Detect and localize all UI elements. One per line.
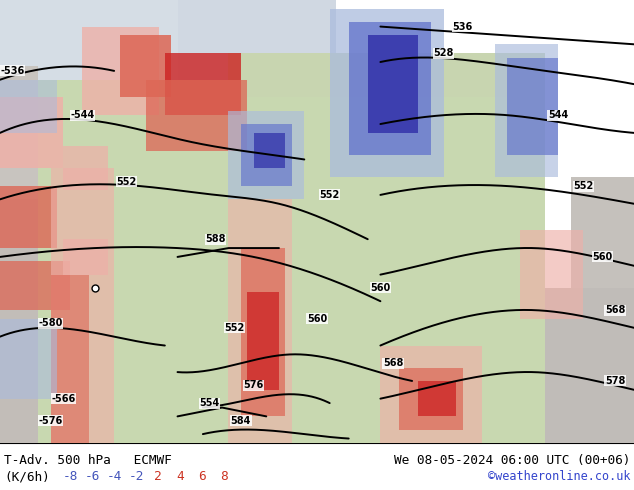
Text: 568: 568 [605,305,625,315]
Text: -6: -6 [84,470,100,483]
Bar [63,239,108,274]
Text: -576: -576 [39,416,63,426]
Bar [0,80,57,133]
Bar [0,199,38,443]
Text: We 08-05-2024 06:00 UTC (00+06): We 08-05-2024 06:00 UTC (00+06) [394,455,630,467]
Bar [254,133,285,169]
Bar [0,0,51,443]
Bar [38,80,228,199]
Text: 578: 578 [605,376,625,386]
Text: T-Adv. 500 hPa   ECMWF: T-Adv. 500 hPa ECMWF [4,455,172,467]
Bar [228,199,292,443]
Text: 576: 576 [243,380,264,391]
Bar [0,186,57,248]
Text: -8: -8 [62,470,77,483]
Text: -544: -544 [70,110,94,120]
Text: 8: 8 [220,470,228,483]
Bar [368,35,418,133]
Bar [146,80,247,150]
Text: 6: 6 [198,470,206,483]
Bar [545,288,634,443]
Text: -566: -566 [51,393,75,404]
Text: -4: -4 [107,470,122,483]
Text: 552: 552 [224,323,245,333]
Text: 544: 544 [548,110,568,120]
Text: 2: 2 [154,470,162,483]
Text: 588: 588 [205,234,226,244]
Text: 4: 4 [176,470,184,483]
Bar [82,26,158,115]
Bar [0,319,57,399]
Text: 560: 560 [307,314,327,324]
Text: 552: 552 [573,181,593,191]
Bar [349,22,431,155]
Bar [247,293,279,390]
Bar [228,111,304,199]
Text: -2: -2 [128,470,144,483]
Text: 552: 552 [117,176,137,187]
Text: 560: 560 [370,283,391,293]
Bar [178,0,336,98]
Bar [165,53,241,115]
Bar [241,248,285,416]
Text: 560: 560 [592,252,612,262]
Bar [393,319,482,363]
Bar [51,169,114,443]
Text: 552: 552 [320,190,340,200]
Bar [571,177,634,288]
Text: ©weatheronline.co.uk: ©weatheronline.co.uk [488,470,630,483]
Text: 554: 554 [199,398,219,408]
Text: -536: -536 [1,66,25,76]
Bar [495,44,558,177]
Bar [507,58,558,155]
Bar [380,345,482,443]
Bar [330,9,444,177]
Bar [520,230,583,319]
Bar [241,124,292,186]
Text: (K/6h): (K/6h) [4,470,49,483]
Bar [0,67,38,199]
Bar [120,35,171,98]
Bar [228,80,545,199]
Bar [51,274,89,443]
Bar [222,310,399,390]
Bar [0,98,63,169]
Text: 568: 568 [383,358,403,368]
Text: 536: 536 [453,22,473,31]
Bar [418,381,456,416]
Bar [0,261,70,310]
Text: 528: 528 [434,48,454,58]
Bar [203,98,279,169]
Bar [63,146,108,191]
Bar [38,199,545,443]
Bar [228,53,545,98]
Text: 584: 584 [231,416,251,426]
Bar [0,0,222,80]
Text: -580: -580 [39,318,63,328]
Bar [399,368,463,430]
